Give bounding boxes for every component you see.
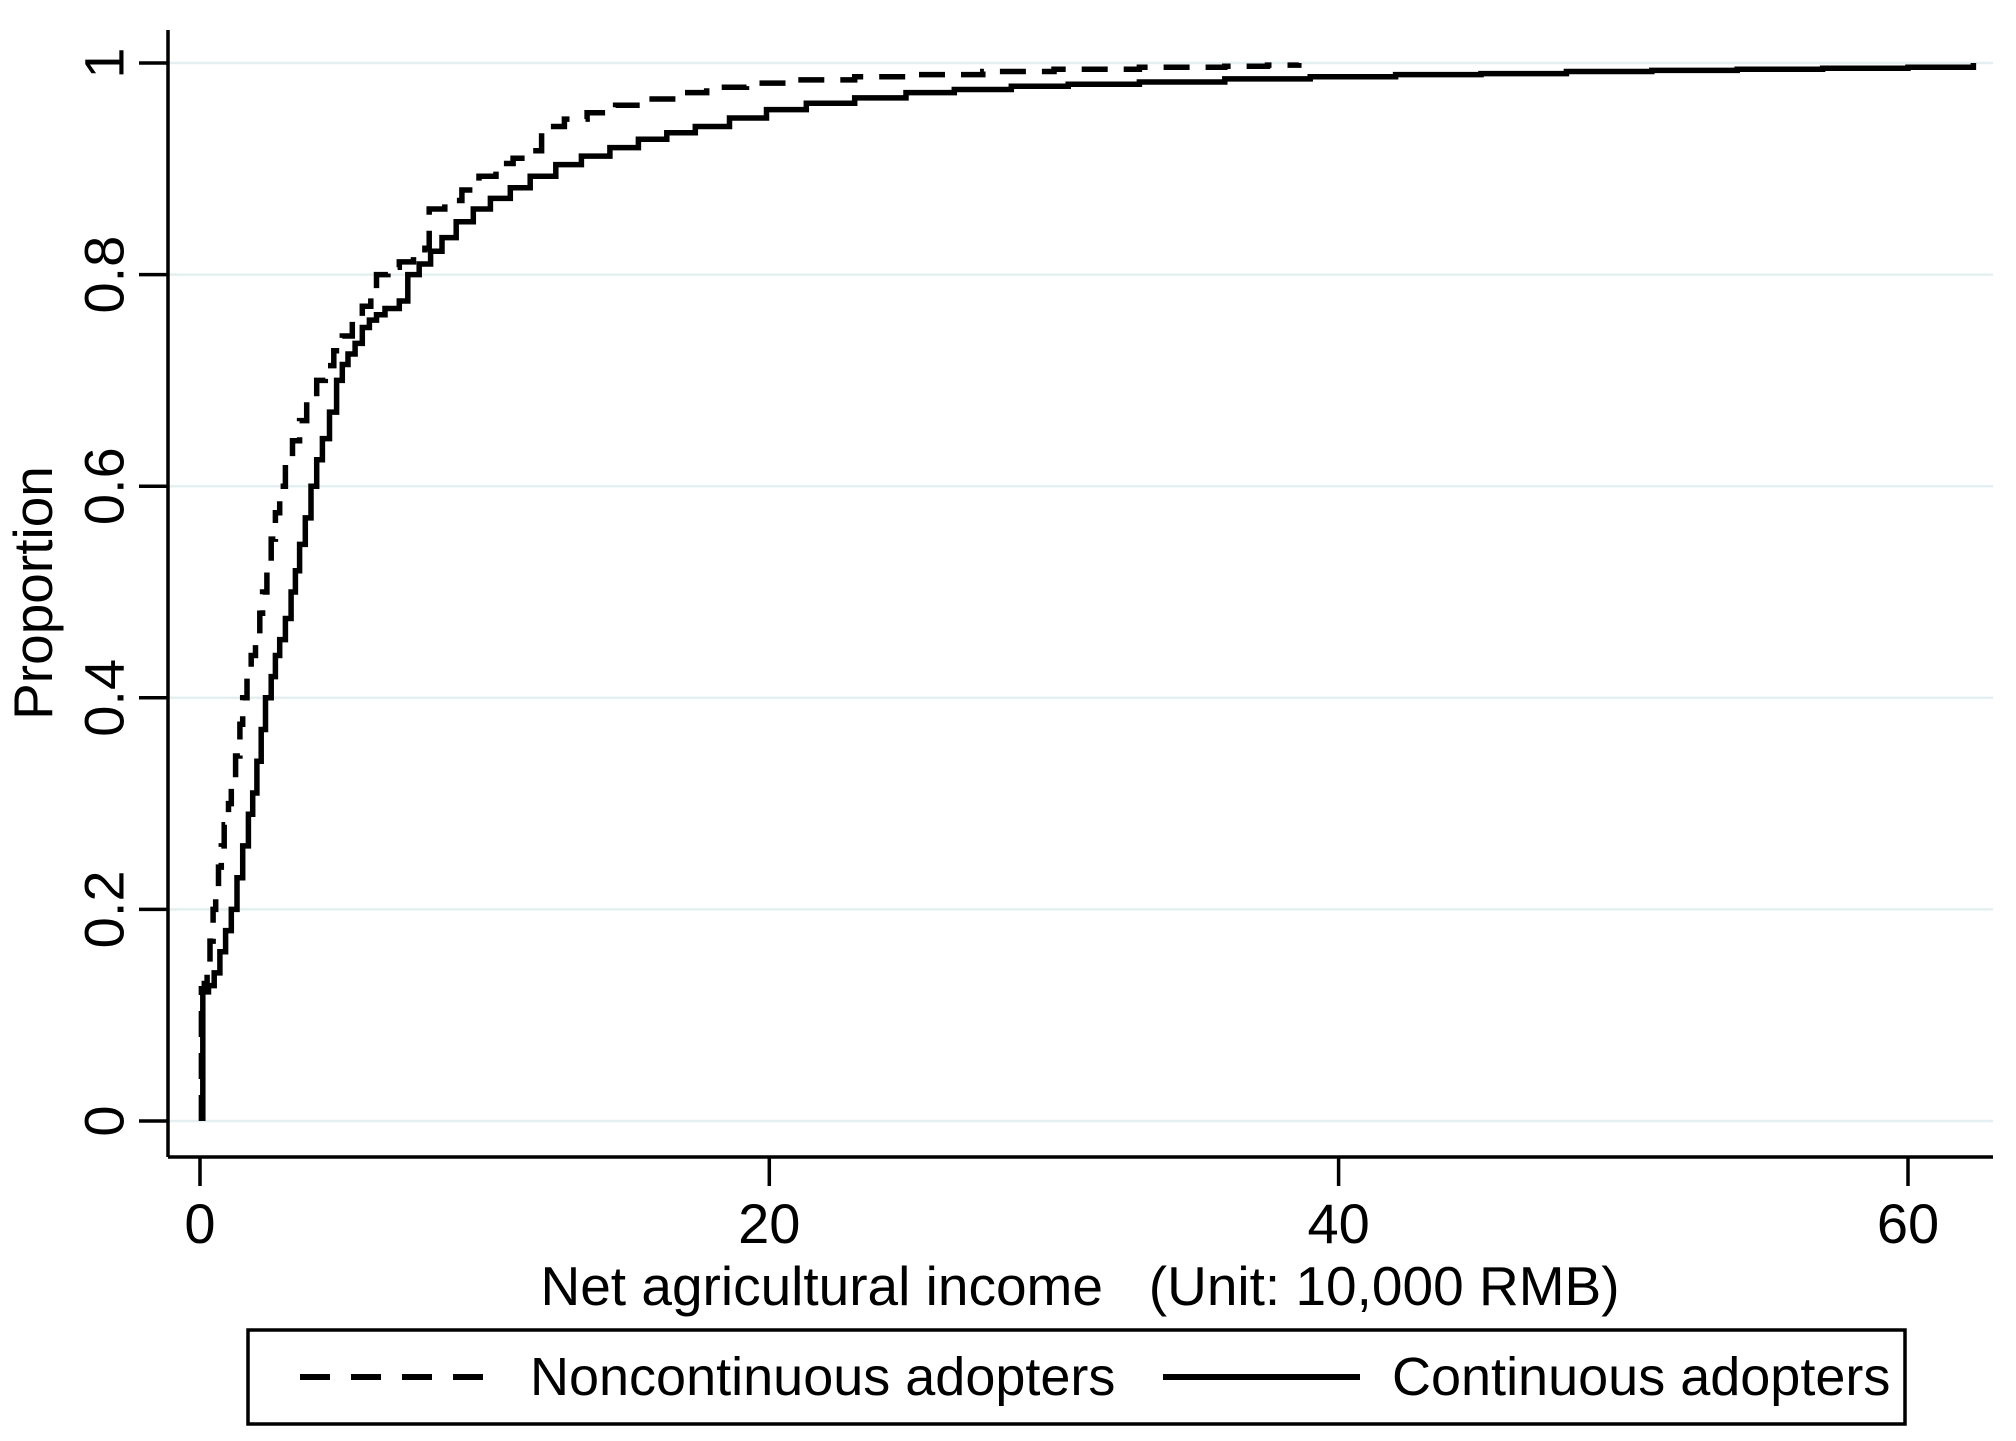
y-tick-label: 0 <box>73 1105 136 1136</box>
y-axis-ticks: 0 0.2 0.4 0.6 0.8 1 <box>73 47 168 1137</box>
ecdf-curves <box>198 62 1977 1121</box>
legend-label-noncontinuous: Noncontinuous adopters <box>530 1347 1115 1407</box>
x-axis-ticks: 0 20 40 60 <box>184 1157 1939 1255</box>
legend: Noncontinuous adopters Continuous adopte… <box>246 1328 1907 1426</box>
x-tick-label: 0 <box>184 1192 215 1255</box>
y-tick-label: 0.2 <box>73 870 136 948</box>
x-tick-label: 40 <box>1307 1192 1369 1255</box>
continuous-adopters-curve <box>200 63 1977 1121</box>
noncontinuous-adopters-curve <box>198 62 1302 1121</box>
legend-label-continuous: Continuous adopters <box>1392 1347 1890 1407</box>
y-axis-title: Proportion <box>2 466 64 720</box>
x-tick-label: 20 <box>738 1192 800 1255</box>
legend-box <box>246 1328 1907 1426</box>
x-axis-title: Net agricultural income (Unit: 10,000 RM… <box>540 1255 1619 1317</box>
y-tick-label: 0.8 <box>73 236 136 314</box>
axes <box>166 30 1993 1159</box>
x-tick-label: 60 <box>1877 1192 1939 1255</box>
gridlines <box>168 61 1993 1123</box>
y-tick-label: 0.6 <box>73 447 136 525</box>
y-tick-label: 0.4 <box>73 659 136 737</box>
y-tick-label: 1 <box>73 47 136 78</box>
